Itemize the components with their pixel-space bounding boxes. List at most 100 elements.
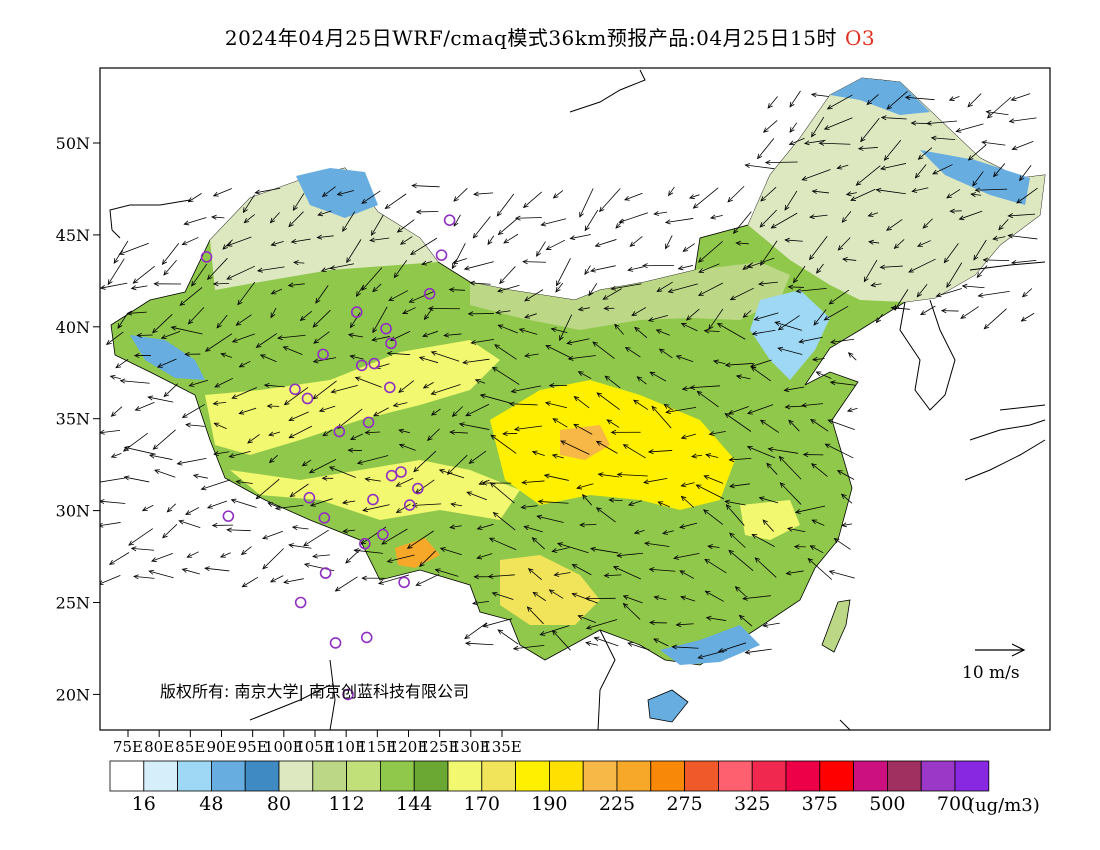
wind-vector	[986, 111, 1009, 116]
wind-vector-head	[147, 395, 154, 401]
station-marker	[398, 576, 410, 589]
wind-vector	[291, 238, 311, 243]
wind-vector-head	[665, 409, 672, 415]
wind-vector	[489, 537, 517, 551]
wind-vector-head	[692, 203, 699, 209]
wind-vector-head	[955, 127, 962, 133]
wind-vector	[416, 573, 440, 586]
wind-vector	[541, 218, 567, 226]
wind-vector-head	[763, 127, 769, 133]
wind-vector-head	[370, 230, 376, 236]
station-marker	[403, 499, 416, 511]
wind-vector	[588, 283, 598, 296]
wind-vector-head	[1021, 292, 1028, 298]
wind-vector-head	[499, 278, 505, 285]
wind-vector	[398, 429, 410, 434]
wind-vector-head	[288, 433, 295, 439]
wind-vector-head	[259, 354, 266, 360]
colorbar-swatch	[278, 760, 314, 792]
wind-vector-head	[784, 237, 790, 243]
wind-vector-head	[682, 246, 689, 252]
wind-vector-head	[717, 647, 724, 653]
wind-vector	[812, 519, 825, 526]
wind-vector	[444, 333, 462, 336]
wind-vector	[760, 186, 777, 202]
colorbar-tick-label: 190	[531, 793, 568, 815]
wind-vector	[365, 431, 381, 434]
wind-vector-head	[742, 264, 749, 270]
wind-vector-head	[777, 346, 784, 352]
wind-vector	[763, 120, 778, 133]
wind-vector	[841, 210, 852, 223]
wind-vector	[162, 243, 180, 265]
wind-vector-head	[760, 196, 766, 202]
wind-vector	[920, 305, 936, 315]
wind-vector	[412, 185, 440, 188]
wind-vector-head	[647, 317, 654, 322]
wind-vector-head	[867, 212, 874, 217]
northeast-light-green-zone	[748, 78, 1045, 302]
wind-vector-head	[494, 344, 500, 350]
wind-vector-head	[148, 569, 155, 575]
wind-vector	[487, 235, 495, 245]
wind-vector	[163, 383, 178, 397]
wind-vector-head	[658, 348, 665, 354]
wind-vector-head	[579, 211, 584, 218]
wind-vector-head	[680, 595, 687, 601]
hot-spot-tibet	[395, 538, 440, 568]
wind-vector-head	[255, 494, 262, 500]
wind-vector	[371, 214, 384, 236]
wind-vector	[337, 190, 355, 196]
wind-vector-head	[828, 570, 835, 575]
wind-vector-head	[328, 466, 335, 472]
wind-vector-head	[622, 444, 629, 450]
station-marker	[318, 512, 331, 524]
wind-vector-head	[398, 387, 404, 393]
wind-vector-head	[675, 622, 682, 628]
wind-vector-head	[698, 268, 705, 273]
wind-vector-head	[712, 359, 719, 365]
wind-vector	[998, 218, 1009, 230]
wind-vector-head	[345, 558, 351, 564]
wind-vector-head	[262, 534, 269, 540]
wind-vector	[841, 523, 853, 526]
wind-vector-head	[141, 506, 148, 512]
wind-vector	[117, 313, 128, 329]
wind-vector-head	[303, 562, 310, 568]
wind-vector-head	[274, 505, 281, 511]
wind-vector-head	[593, 636, 600, 642]
wind-vector-head	[893, 243, 900, 250]
wind-vector-head	[163, 391, 170, 398]
wind-vector-head	[520, 504, 527, 510]
wind-vector	[513, 644, 545, 650]
wind-vector	[205, 333, 233, 352]
wind-vector-head	[585, 641, 592, 646]
lat-tick-label: 20N	[56, 685, 90, 704]
wind-vector	[735, 586, 746, 597]
wind-vector	[350, 312, 361, 328]
station-marker	[383, 381, 396, 394]
wind-vector	[393, 402, 408, 407]
wind-vector	[413, 450, 437, 472]
wind-vector	[931, 137, 956, 140]
wind-vector-head	[708, 431, 715, 437]
wind-vector-head	[399, 239, 406, 245]
wind-vector-head	[291, 525, 298, 531]
wind-vector	[528, 568, 542, 581]
wind-vector	[905, 96, 935, 101]
wind-vector-head	[230, 498, 237, 504]
wind-vector	[754, 312, 779, 321]
wind-vector	[100, 477, 126, 483]
wind-vector-head	[293, 260, 299, 266]
wind-vector-head	[163, 270, 169, 276]
wind-vector	[579, 188, 594, 218]
wind-vector	[303, 529, 329, 547]
wind-vector	[578, 371, 592, 379]
wind-vector-head	[321, 191, 328, 198]
wind-vector-head	[238, 409, 245, 415]
wind-vector	[1009, 117, 1037, 122]
wind-vector	[586, 619, 618, 629]
wind-vector-head	[497, 229, 504, 236]
wind-vector-head	[329, 265, 336, 271]
wind-vector-head	[270, 241, 277, 247]
